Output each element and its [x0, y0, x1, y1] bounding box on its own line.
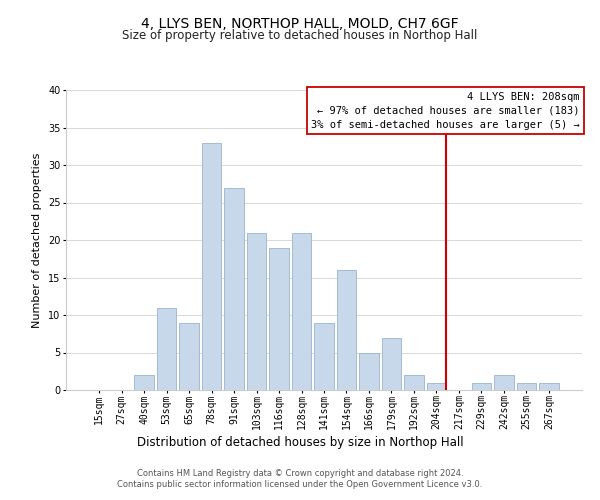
Y-axis label: Number of detached properties: Number of detached properties: [32, 152, 43, 328]
Bar: [202, 142, 221, 390]
Text: Distribution of detached houses by size in Northop Hall: Distribution of detached houses by size …: [137, 436, 463, 449]
Bar: [539, 382, 559, 390]
Bar: [134, 375, 154, 390]
Text: 4 LLYS BEN: 208sqm
← 97% of detached houses are smaller (183)
3% of semi-detache: 4 LLYS BEN: 208sqm ← 97% of detached hou…: [311, 92, 580, 130]
Bar: [247, 232, 266, 390]
Bar: [269, 248, 289, 390]
Bar: [224, 188, 244, 390]
Bar: [494, 375, 514, 390]
Bar: [404, 375, 424, 390]
Bar: [359, 352, 379, 390]
Bar: [427, 382, 446, 390]
Text: Size of property relative to detached houses in Northop Hall: Size of property relative to detached ho…: [122, 29, 478, 42]
Bar: [179, 322, 199, 390]
Text: 4, LLYS BEN, NORTHOP HALL, MOLD, CH7 6GF: 4, LLYS BEN, NORTHOP HALL, MOLD, CH7 6GF: [141, 18, 459, 32]
Bar: [292, 232, 311, 390]
Text: Contains HM Land Registry data © Crown copyright and database right 2024.: Contains HM Land Registry data © Crown c…: [137, 468, 463, 477]
Bar: [314, 322, 334, 390]
Text: Contains public sector information licensed under the Open Government Licence v3: Contains public sector information licen…: [118, 480, 482, 489]
Bar: [472, 382, 491, 390]
Bar: [337, 270, 356, 390]
Bar: [517, 382, 536, 390]
Bar: [382, 338, 401, 390]
Bar: [157, 308, 176, 390]
